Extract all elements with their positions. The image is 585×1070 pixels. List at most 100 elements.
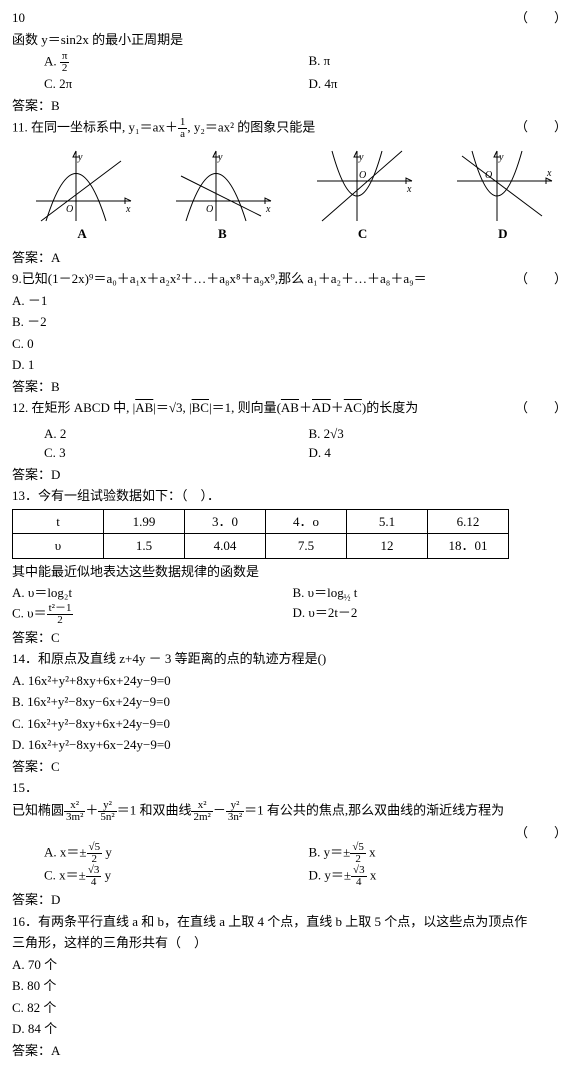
q10-optD: D. 4π (309, 74, 574, 94)
q15-optB: B. y＝±√52 x (309, 842, 574, 865)
q13C-frac: t²－12 (47, 603, 74, 626)
q16-optB: B. 80 个 (12, 976, 573, 996)
q11-lbl-c: C (307, 224, 419, 244)
q11-stem-a: 在同一坐标系中, y₁＝ax＋ (31, 119, 178, 134)
q12-bc: BC (192, 400, 209, 415)
q12-v2: AD (312, 400, 331, 415)
cell: 4．o (266, 509, 347, 534)
q15-f3: x²2m² (191, 800, 212, 823)
q11-ans: 答案：A (12, 248, 573, 268)
q15B-pre: B. y＝± (309, 844, 351, 859)
cell: 6.12 (428, 509, 509, 534)
q15-stem: 已知椭圆x²3m²＋y²5n²＝1 和双曲线x²2m²－y²3n²＝1 有公共的… (12, 800, 573, 823)
q15-optD: D. y＝±√34 x (309, 865, 574, 888)
q12-v1: AB (281, 400, 299, 415)
q11-graph-b: y x O (166, 146, 278, 224)
q11-num: 11. (12, 119, 28, 134)
q11-stem-b: , y₂＝ax² 的图象只能是 (187, 119, 315, 134)
q12-ans: 答案：D (12, 465, 573, 485)
q15-optA: A. x＝±√52 y (12, 842, 309, 865)
q15C-pre: C. x＝± (44, 867, 86, 882)
q14-stem: 14．和原点及直线 z+4y － 3 等距离的点的轨迹方程是() (12, 649, 573, 669)
q10-paren: （ ） (515, 8, 567, 28)
q15-e2: ＝1 有公共的焦点,那么双曲线的渐近线方程为 (244, 802, 504, 817)
q15-r2: C. x＝±√34 y D. y＝±√34 x (12, 865, 573, 888)
q15-e1: ＝1 和双曲线 (117, 802, 192, 817)
q9-optD: D. 1 (12, 355, 573, 375)
q15-sa: 已知椭圆 (12, 802, 64, 817)
q12-sd: )的长度为 (362, 400, 418, 415)
svg-text:y: y (358, 152, 364, 163)
q11: 11. 在同一坐标系中, y₁＝ax＋1a, y₂＝ax² 的图象只能是 （ ） (12, 117, 573, 140)
q13-stem2: 其中能最近似地表达这些数据规律的函数是 (12, 562, 573, 582)
q13-optC: C. υ＝t²－12 (12, 603, 293, 626)
q14-optA: A. 16x²+y²+8xy+6x+24y−9=0 (12, 671, 573, 691)
q11-stem-frac: 1a (178, 117, 188, 140)
q9-optB: B. －2 (12, 312, 573, 332)
svg-text:y: y (498, 152, 504, 163)
cell: 4.04 (185, 534, 266, 559)
q12-sa: 在矩形 ABCD 中, | (32, 400, 136, 415)
q14-optB: B. 16x²+y²−8xy−6x+24y−9=0 (12, 692, 573, 712)
svg-text:x: x (406, 184, 412, 195)
q12-r1: A. 2 B. 2√3 (12, 424, 573, 444)
q10-optA: A. π2 (12, 51, 309, 74)
q15-p1: ＋ (85, 802, 98, 817)
q12-ab: AB (135, 400, 153, 415)
q10-stem: 函数 y＝sin2x 的最小正周期是 (12, 30, 573, 50)
q11-lbl-d: D (447, 224, 559, 244)
cell: 7.5 (266, 534, 347, 559)
q15A-frac: √52 (87, 842, 103, 865)
q12-paren: （ ） (515, 398, 567, 418)
q14-optD: D. 16x²+y²−8xy+6x−24y−9=0 (12, 735, 573, 755)
q12-optD: D. 4 (309, 443, 574, 463)
q10-optA-pre: A. (44, 53, 60, 68)
q9-optA: A. －1 (12, 291, 573, 311)
q9: 9.已知(1－2x)⁹＝a₀＋a₁x＋a₂x²＋…＋a₈x⁸＋a₉x⁹,那么 a… (12, 269, 573, 289)
q15-optC: C. x＝±√34 y (12, 865, 309, 888)
q10-optA-frac: π2 (60, 51, 70, 74)
q9-optC: C. 0 (12, 334, 573, 354)
q12-sc: |＝1, 则向量( (209, 400, 281, 415)
q15-paren: （ ） (515, 823, 567, 843)
q15C-frac: √34 (86, 865, 102, 888)
svg-text:y: y (217, 152, 223, 163)
q13-optB: B. υ＝log½ t (293, 583, 574, 603)
q11-paren: （ ） (515, 117, 567, 137)
q12-sb: |＝√3, | (153, 400, 191, 415)
cell: υ (13, 534, 104, 559)
q11-graph-d: y x O (447, 146, 559, 224)
q13-table: t 1.99 3．0 4．o 5.1 6.12 υ 1.5 4.04 7.5 1… (12, 509, 509, 559)
q15C-post: y (101, 867, 111, 882)
svg-text:O: O (206, 204, 213, 215)
q15-ans: 答案：D (12, 890, 573, 910)
q10-optC: C. 2π (12, 74, 309, 94)
q9-paren: （ ） (515, 269, 567, 289)
q15A-post: y (102, 844, 112, 859)
cell: 5.1 (347, 509, 428, 534)
q15-f2: y²5n² (98, 800, 116, 823)
svg-text:O: O (359, 170, 366, 181)
svg-text:O: O (66, 204, 73, 215)
q13-optA: A. υ＝log₂t (12, 583, 293, 603)
q13B-post: t (350, 585, 357, 600)
svg-text:x: x (125, 204, 131, 215)
q13-r2: C. υ＝t²－12 D. υ＝2t－2 (12, 603, 573, 626)
svg-text:x: x (265, 204, 271, 215)
q12-num: 12. (12, 400, 28, 415)
q15B-frac: √52 (350, 842, 366, 865)
q12-p2: ＋ (331, 400, 344, 415)
q10-opts-row1: A. π2 B. π (12, 51, 573, 74)
q12-optC: C. 3 (12, 443, 309, 463)
q12-v3: AC (344, 400, 362, 415)
q15-f4: y²3n² (226, 800, 244, 823)
q10-optB: B. π (309, 51, 574, 74)
q15-f1: x²3m² (64, 800, 85, 823)
q12-p1: ＋ (299, 400, 312, 415)
q12-optA: A. 2 (12, 424, 309, 444)
q12-r2: C. 3 D. 4 (12, 443, 573, 463)
q10: 10 （ ） (12, 8, 573, 28)
q15D-pre: D. y＝± (309, 867, 352, 882)
q16-ans: 答案：A (12, 1041, 573, 1061)
q10-num: 10 (12, 10, 25, 25)
